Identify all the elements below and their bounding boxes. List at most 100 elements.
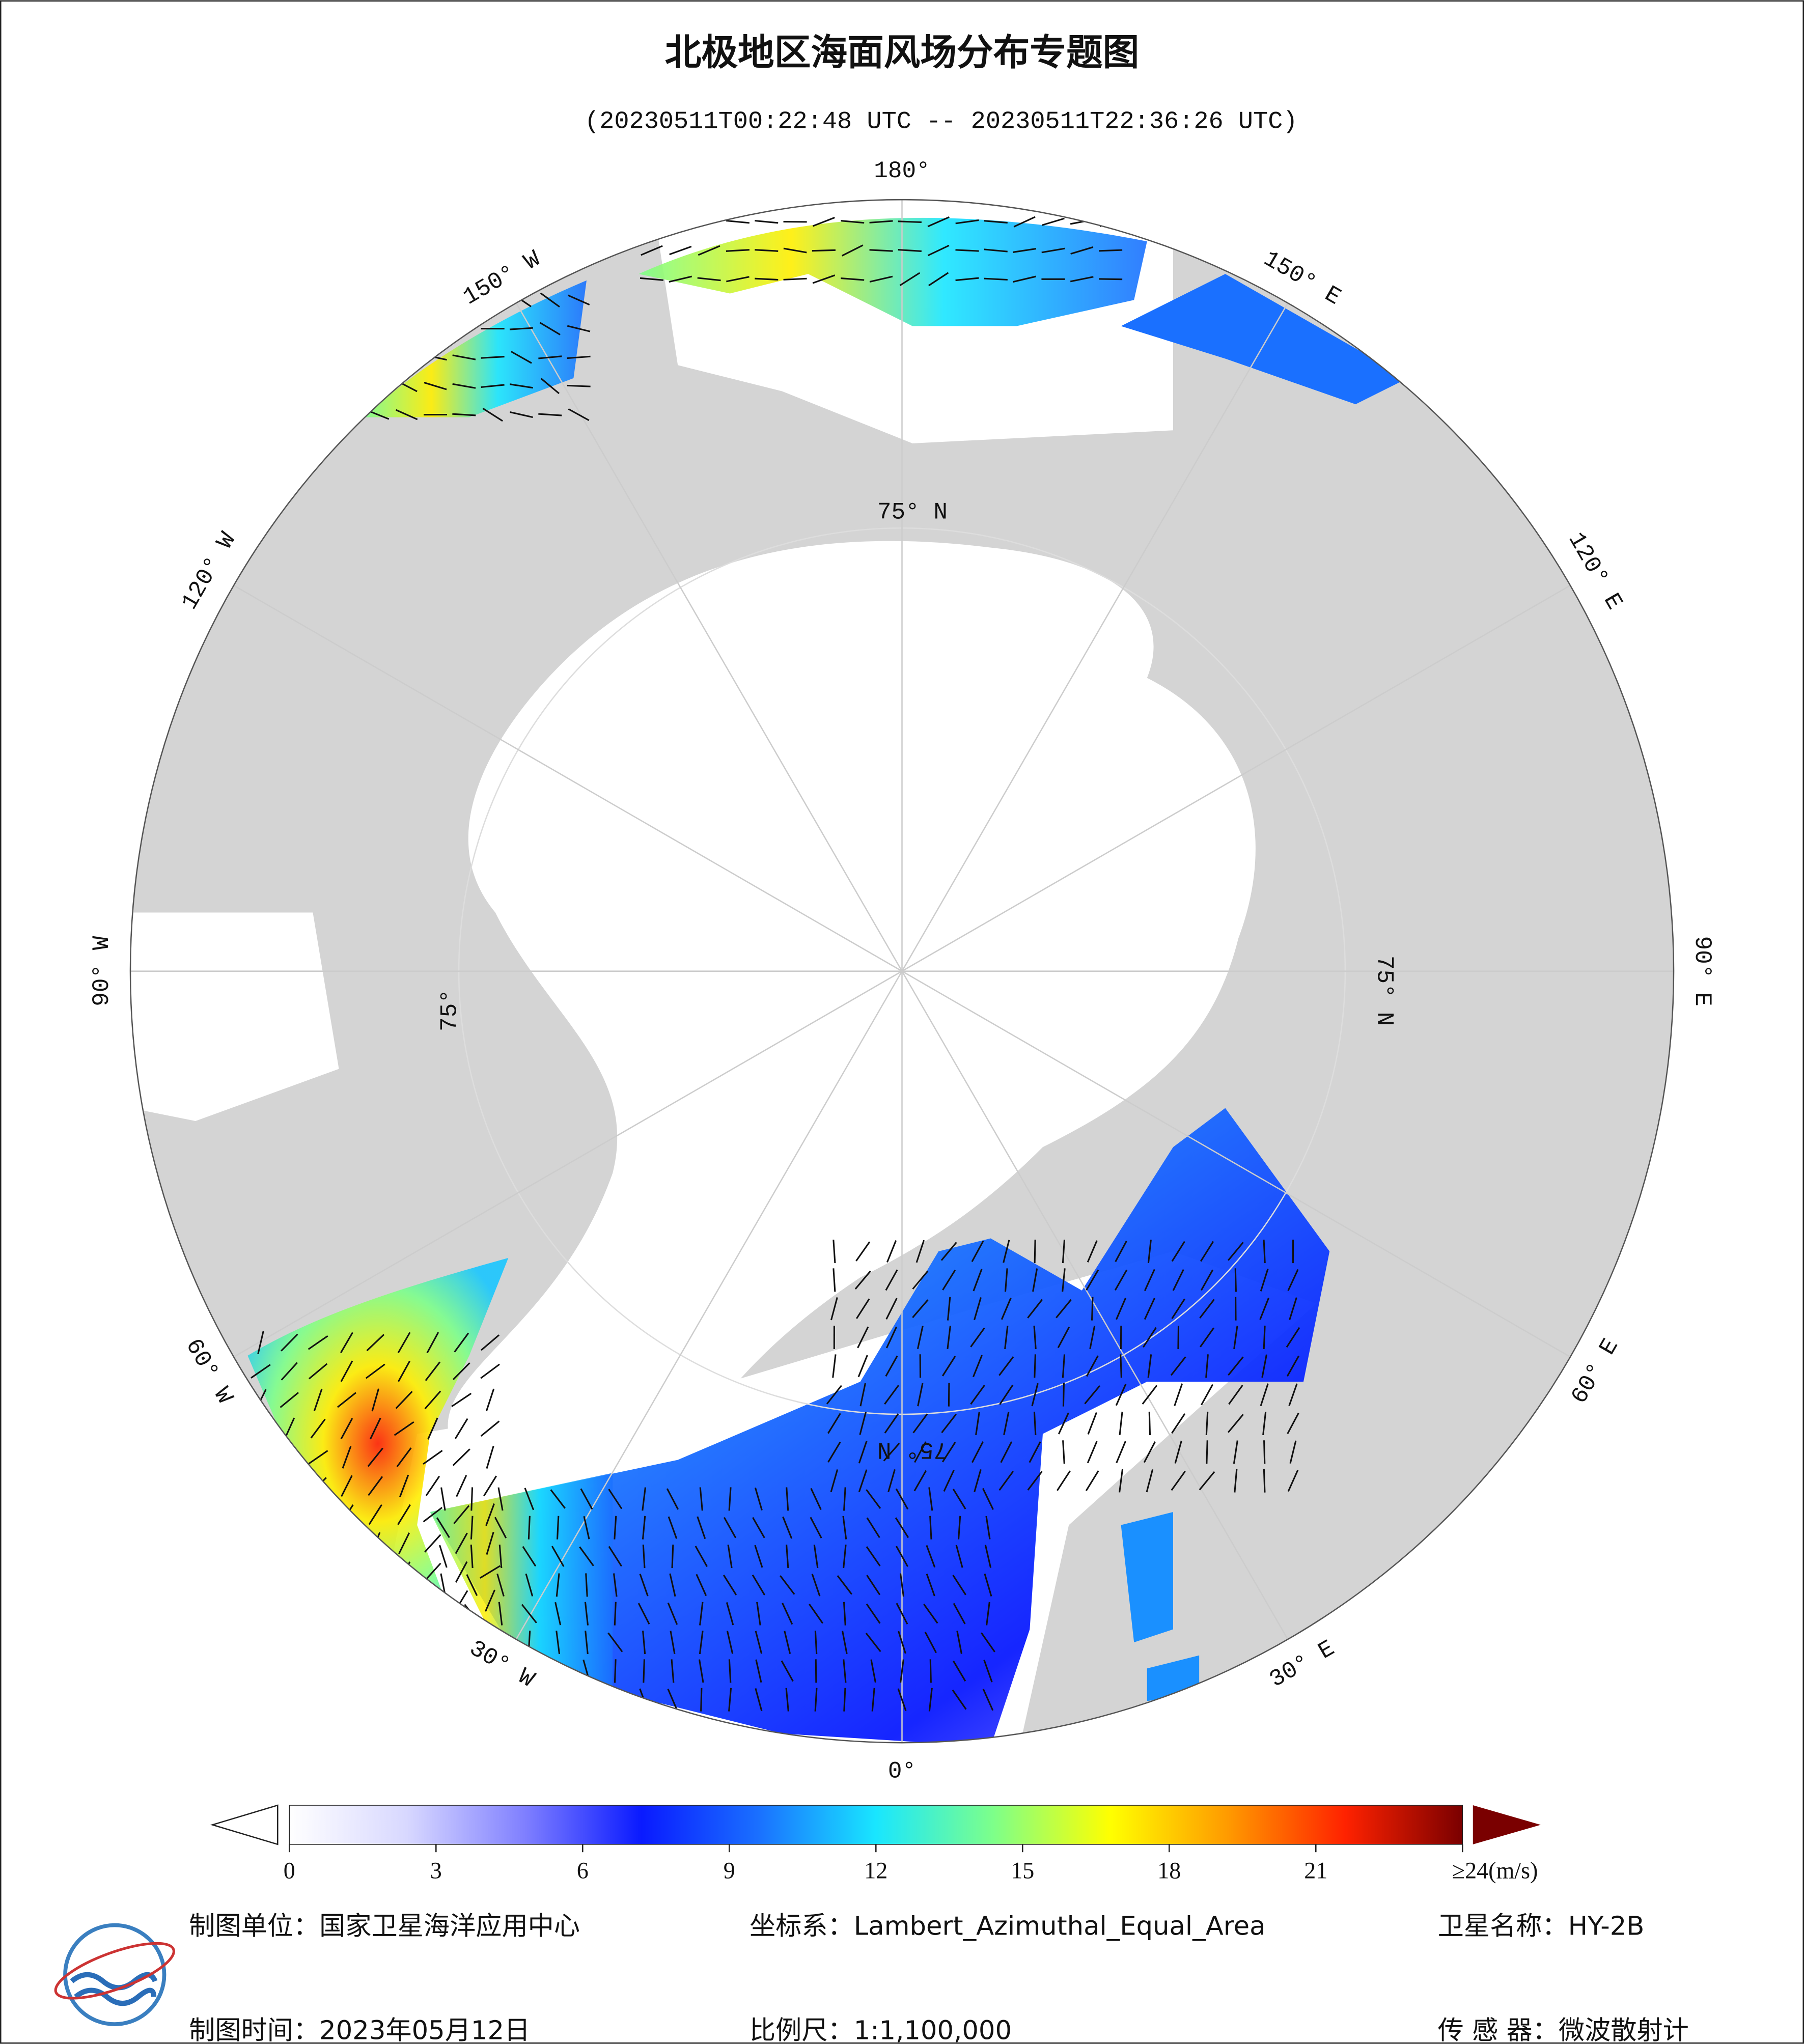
- wind-arrow: [1084, 1385, 1101, 1405]
- wind-arrow: [859, 1383, 866, 1407]
- wind-arrow: [866, 1517, 880, 1538]
- wind-arrow: [1171, 1298, 1185, 1319]
- wind-arrow: [614, 1659, 617, 1683]
- wind-arrow: [1144, 1269, 1155, 1291]
- wind-arrow: [485, 1503, 495, 1526]
- wind-arrow: [912, 1270, 929, 1290]
- scale: 比例尺：1:1,100,000: [750, 2015, 1012, 2044]
- wind-arrow: [726, 1631, 734, 1654]
- wind-arrow: [857, 1355, 868, 1378]
- wind-arrow: [509, 383, 533, 389]
- wind-arrow: [1091, 1297, 1094, 1321]
- wind-arrow: [637, 1603, 650, 1625]
- wind-arrow: [1058, 1412, 1069, 1435]
- wind-arrow: [1263, 1440, 1266, 1464]
- wind-arrow: [281, 1333, 298, 1352]
- wind-arrow: [1062, 1239, 1066, 1264]
- latitude-label: 75° N: [877, 499, 948, 526]
- wind-arrow: [567, 384, 591, 387]
- meridian: [515, 971, 903, 1640]
- wind-arrow: [522, 1546, 537, 1567]
- wind-arrow: [1234, 1268, 1237, 1292]
- wind-arrow: [521, 1604, 537, 1623]
- wind-arrow: [1070, 276, 1094, 283]
- wind-arrow: [896, 1603, 908, 1625]
- wind-arrow: [1033, 1411, 1037, 1436]
- meridian: [515, 302, 903, 972]
- wind-arrow: [1199, 1299, 1215, 1319]
- wind-arrow: [915, 1240, 925, 1263]
- wind-arrow: [871, 1688, 875, 1712]
- wind-arrow: [1013, 275, 1036, 283]
- wind-arrow: [785, 1688, 789, 1712]
- wind-arrow: [399, 1474, 409, 1497]
- wind-arrow: [567, 325, 591, 332]
- wind-arrow: [781, 1660, 794, 1682]
- meridian: [901, 971, 1289, 1640]
- wind-arrow: [1119, 1411, 1123, 1436]
- wind-arrow: [486, 1531, 494, 1555]
- wind-arrow: [397, 1332, 411, 1353]
- wind-arrow: [551, 1546, 565, 1567]
- wind-arrow: [481, 356, 505, 359]
- wind-arrow: [912, 1413, 928, 1434]
- wind-arrow: [308, 1363, 328, 1380]
- wind-arrow: [470, 1487, 474, 1511]
- wind-arrow: [454, 1418, 468, 1439]
- wind-arrow: [943, 1470, 955, 1492]
- wind-arrow: [984, 248, 1008, 253]
- wind-arrow: [454, 1332, 469, 1353]
- wind-arrow: [1263, 1325, 1266, 1350]
- wind-arrow: [832, 1239, 836, 1264]
- wind-arrow: [885, 1269, 898, 1291]
- producer: 制图单位：国家卫星海洋应用中心: [189, 1911, 580, 1942]
- wind-arrow: [998, 1471, 1014, 1491]
- wind-arrow: [900, 1659, 904, 1683]
- wind-arrow: [697, 1516, 706, 1539]
- wind-arrow: [666, 1488, 679, 1510]
- wind-arrow: [986, 1602, 990, 1626]
- wind-arrow: [1289, 1440, 1297, 1464]
- wind-arrow: [554, 1602, 562, 1626]
- wind-arrow: [841, 244, 864, 257]
- wind-arrow: [841, 277, 865, 281]
- wind-arrow: [1144, 1298, 1155, 1320]
- wind-arrow: [783, 247, 807, 254]
- wind-arrow: [972, 1441, 984, 1463]
- wind-okhotsk: [1121, 274, 1408, 405]
- wind-arrow: [556, 1630, 561, 1655]
- wind-arrow: [1087, 1441, 1098, 1464]
- latitude-label: 75° N: [877, 1436, 948, 1463]
- wind-arrow: [424, 1534, 441, 1553]
- wind-arrow: [998, 1356, 1014, 1376]
- wind-arrow: [947, 1297, 951, 1321]
- wind-arrow: [830, 1469, 839, 1493]
- colorbar: 0 3 6 9 12 15 18 21 ≥24(m/s): [210, 1804, 1541, 1884]
- wind-arrow: [859, 1412, 867, 1435]
- wind-arrow: [970, 1327, 985, 1348]
- wind-arrow: [940, 1242, 957, 1261]
- wind-arrow: [927, 244, 950, 257]
- wind-arrow: [728, 1688, 732, 1712]
- wind-arrow: [955, 249, 979, 252]
- wind-arrow: [1172, 1269, 1184, 1291]
- wind-arrow: [974, 1297, 982, 1321]
- wind-arrow: [452, 413, 476, 416]
- wind-arrow: [869, 249, 893, 252]
- wind-arrow: [1062, 1354, 1066, 1378]
- wind-arrow: [752, 1574, 766, 1595]
- wind-arrow: [423, 1506, 443, 1523]
- wind-arrow: [814, 1688, 818, 1712]
- wind-arrow: [1205, 1354, 1209, 1378]
- wind-arrow: [308, 1450, 328, 1465]
- wind-arrow: [1263, 1239, 1266, 1264]
- wind-arrow: [1233, 1325, 1238, 1350]
- wind-arrow: [754, 1545, 763, 1568]
- wind-arrow: [947, 1325, 951, 1350]
- map: [130, 200, 1674, 1743]
- wind-arrow: [953, 1603, 966, 1625]
- wind-arrow: [728, 1487, 732, 1511]
- wind-arrow: [1228, 1356, 1244, 1376]
- wind-arrow: [887, 1469, 896, 1493]
- wind-arrow: [855, 1298, 870, 1319]
